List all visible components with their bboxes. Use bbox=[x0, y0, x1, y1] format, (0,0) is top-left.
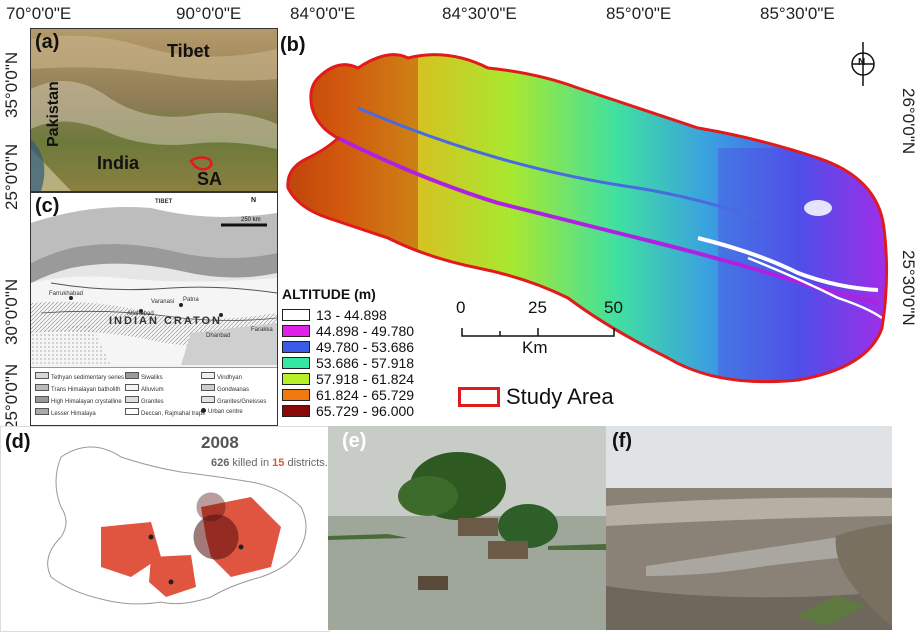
coord-lat-25n-a: 25°0'0"N bbox=[2, 143, 21, 210]
killed-count: 626 bbox=[211, 457, 230, 469]
panel-d-label: (d) bbox=[5, 431, 31, 453]
place-allahabad: Allahabad bbox=[127, 311, 154, 317]
riverbank-photo bbox=[606, 426, 892, 630]
coord-lon-85-30e: 85°30'0"E bbox=[760, 4, 835, 23]
north-arrow-icon: N bbox=[858, 57, 866, 68]
panel-a-label: (a) bbox=[35, 31, 60, 53]
panel-d-flood-district-map: (d) 2008 626 killed in 15 districts. bbox=[0, 426, 330, 632]
legend-row: 61.824 - 65.729 bbox=[282, 387, 415, 403]
legend-row: 65.729 - 96.000 bbox=[282, 403, 415, 419]
panel-b-dem-map: (b) N 0 25 50 Km Study Area bbox=[278, 28, 893, 418]
geo-legend-item: Vindhyan bbox=[201, 372, 242, 381]
tibet-label: Tibet bbox=[167, 41, 210, 61]
flood-stat: 626 killed in 15 districts. bbox=[211, 457, 328, 469]
study-area-swatch bbox=[458, 387, 500, 407]
geo-legend-item: Trans Himalayan batholith bbox=[35, 384, 120, 393]
study-area-legend-label: Study Area bbox=[506, 384, 614, 409]
geo-legend-item: Urban centre bbox=[201, 408, 243, 415]
geo-legend-item: Granites bbox=[125, 396, 164, 405]
legend-label: 53.686 - 57.918 bbox=[316, 355, 415, 371]
altitude-legend-title: ALTITUDE (m) bbox=[282, 286, 376, 302]
coord-lon-84-30e: 84°30'0"E bbox=[442, 4, 517, 23]
place-varanasi: Varanasi bbox=[151, 299, 175, 305]
coord-lon-90e: 90°0'0"E bbox=[176, 4, 242, 23]
legend-row: 49.780 - 53.686 bbox=[282, 339, 415, 355]
panel-e-label: (e) bbox=[342, 430, 367, 452]
scale-tick-0: 0 bbox=[456, 298, 466, 317]
flood-year: 2008 bbox=[201, 433, 239, 452]
legend-row: 44.898 - 49.780 bbox=[282, 323, 415, 339]
indian-craton-label: INDIAN CRATON bbox=[109, 315, 222, 327]
coord-lat-25-30n: 25°30'0"N bbox=[899, 250, 918, 326]
geo-legend-item: Tethyan sedimentary series bbox=[35, 372, 124, 381]
panel-b-label: (b) bbox=[280, 34, 306, 56]
geo-legend-item: High Himalayan crystalline bbox=[35, 396, 122, 405]
scale-tick-25: 25 bbox=[528, 298, 547, 317]
legend-swatch bbox=[282, 325, 310, 337]
killed-text: killed in bbox=[232, 457, 270, 469]
study-area-legend: Study Area bbox=[458, 384, 614, 410]
legend-label: 57.918 - 61.824 bbox=[316, 371, 415, 387]
panel-f-riverbank-photo: (f) bbox=[606, 426, 892, 630]
legend-label: 65.729 - 96.000 bbox=[316, 403, 415, 419]
coord-lat-26n: 26°0'0"N bbox=[899, 88, 918, 155]
scale-label-c: 250 km bbox=[241, 217, 261, 223]
place-patna: Patna bbox=[183, 297, 199, 303]
study-area-dem bbox=[286, 42, 889, 384]
district-count: 15 bbox=[272, 457, 285, 469]
geo-legend-item: Lesser Himalaya bbox=[35, 408, 96, 417]
panel-c-geology-map: (c) TIBET N 250 km INDIAN CRATON Farrukh… bbox=[30, 192, 278, 426]
geo-legend-item: Alluvium bbox=[125, 384, 164, 393]
legend-label: 49.780 - 53.686 bbox=[316, 339, 415, 355]
place-farrukhabad: Farrukhabad bbox=[49, 291, 84, 297]
coord-lat-35n: 35°0'0"N bbox=[2, 51, 21, 118]
india-label: India bbox=[97, 153, 140, 173]
place-farakka: Farakka bbox=[251, 327, 273, 333]
legend-label: 13 - 44.898 bbox=[316, 307, 387, 323]
place-dhanbad: Dhanbad bbox=[206, 333, 231, 339]
bihar-map bbox=[47, 446, 307, 605]
panel-a-satellite-map: (a) Tibet Pakistan India SA bbox=[30, 28, 278, 192]
legend-row: 13 - 44.898 bbox=[282, 307, 387, 323]
satellite-image bbox=[31, 29, 277, 191]
legend-swatch bbox=[282, 357, 310, 369]
geo-legend-item: Granites/Gneisses bbox=[201, 396, 266, 405]
tibet-label-c: TIBET bbox=[155, 199, 173, 205]
scale-unit-km: Km bbox=[522, 338, 548, 357]
panel-f-label: (f) bbox=[612, 430, 632, 452]
scale-tick-50: 50 bbox=[604, 298, 623, 317]
district-text: districts. bbox=[287, 457, 328, 469]
geo-legend-item: Siwaliks bbox=[125, 372, 163, 381]
legend-swatch bbox=[282, 309, 310, 321]
legend-row: 53.686 - 57.918 bbox=[282, 355, 415, 371]
north-arrow-c-icon: N bbox=[251, 197, 257, 204]
legend-label: 44.898 - 49.780 bbox=[316, 323, 415, 339]
legend-label: 61.824 - 65.729 bbox=[316, 387, 415, 403]
legend-row: 57.918 - 61.824 bbox=[282, 371, 415, 387]
study-area-boundary bbox=[286, 53, 889, 384]
geology-legend: Tethyan sedimentary series Siwaliks Vind… bbox=[31, 367, 277, 425]
panel-c-label: (c) bbox=[35, 195, 60, 217]
coord-lat-30n: 30°0'0"N bbox=[2, 278, 21, 345]
flood-photo bbox=[328, 426, 606, 630]
legend-swatch bbox=[282, 373, 310, 385]
legend-swatch bbox=[282, 389, 310, 401]
geology-map bbox=[31, 193, 277, 365]
geo-legend-item: Deccan, Rajmahal traps bbox=[125, 408, 205, 417]
coord-lon-84e: 84°0'0"E bbox=[290, 4, 356, 23]
geo-legend-item: Gondwanas bbox=[201, 384, 249, 393]
coord-lon-70e: 70°0'0"E bbox=[6, 4, 72, 23]
sa-label: SA bbox=[197, 169, 223, 189]
legend-swatch bbox=[282, 341, 310, 353]
pakistan-label: Pakistan bbox=[45, 81, 62, 147]
coord-lat-25n-c: 25°0'0"N bbox=[2, 363, 21, 430]
coord-lon-85e: 85°0'0"E bbox=[606, 4, 672, 23]
legend-swatch bbox=[282, 405, 310, 417]
altitude-legend: ALTITUDE (m) 13 - 44.898 44.898 - 49.780… bbox=[278, 286, 428, 419]
panel-e-flood-photo: (e) bbox=[328, 426, 606, 630]
